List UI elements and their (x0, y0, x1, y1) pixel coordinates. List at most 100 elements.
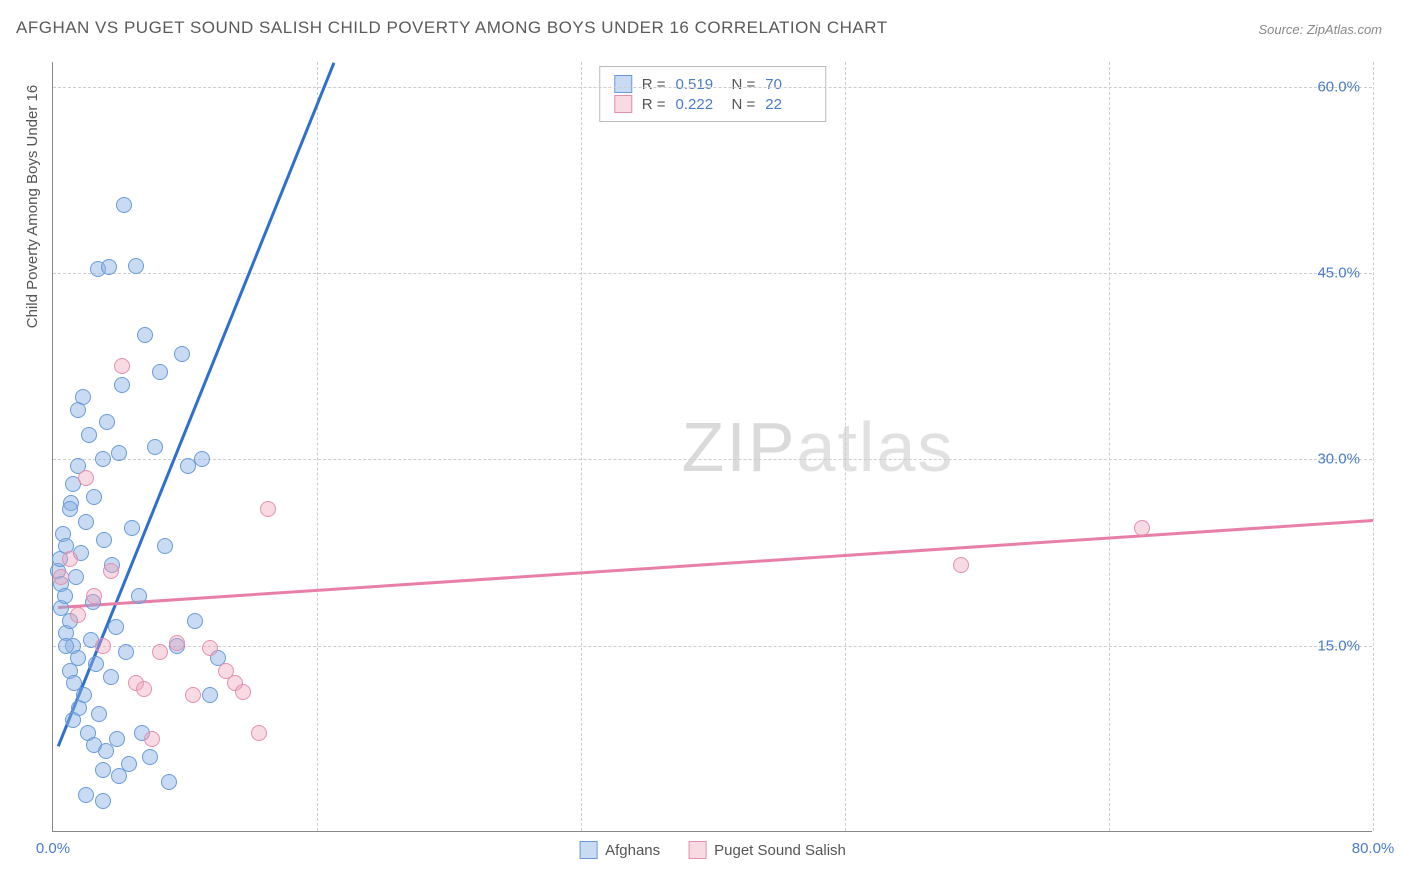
data-point (174, 346, 190, 362)
data-point (128, 258, 144, 274)
data-point (124, 520, 140, 536)
legend-r-label: R = (642, 76, 666, 93)
data-point (62, 501, 78, 517)
swatch-icon (688, 841, 706, 859)
plot-area: ZIPatlas R = 0.519 N = 70 R = 0.222 N = … (52, 62, 1372, 832)
y-axis-label: Child Poverty Among Boys Under 16 (24, 85, 41, 328)
legend-r-value: 0.222 (676, 96, 722, 113)
legend-stats-box: R = 0.519 N = 70 R = 0.222 N = 22 (599, 66, 827, 122)
gridline-v (1109, 62, 1110, 831)
data-point (202, 640, 218, 656)
data-point (116, 197, 132, 213)
data-point (70, 650, 86, 666)
data-point (103, 563, 119, 579)
legend-series-label: Puget Sound Salish (714, 842, 846, 859)
legend-series-label: Afghans (605, 842, 660, 859)
gridline-v (845, 62, 846, 831)
legend-stats-row: R = 0.222 N = 22 (614, 95, 812, 113)
gridline-v (317, 62, 318, 831)
data-point (81, 427, 97, 443)
data-point (86, 737, 102, 753)
data-point (136, 681, 152, 697)
gridline-h (53, 273, 1372, 274)
legend-r-value: 0.519 (676, 76, 722, 93)
data-point (78, 787, 94, 803)
chart-title: AFGHAN VS PUGET SOUND SALISH CHILD POVER… (16, 18, 888, 38)
data-point (95, 793, 111, 809)
series-legend: Afghans Puget Sound Salish (579, 841, 846, 859)
data-point (76, 687, 92, 703)
data-point (62, 551, 78, 567)
data-point (1134, 520, 1150, 536)
data-point (144, 731, 160, 747)
data-point (251, 725, 267, 741)
y-tick-label: 60.0% (1317, 78, 1360, 95)
data-point (95, 638, 111, 654)
data-point (111, 445, 127, 461)
data-point (147, 439, 163, 455)
trend-line (58, 519, 1373, 608)
data-point (137, 327, 153, 343)
data-point (109, 731, 125, 747)
data-point (187, 613, 203, 629)
gridline-h (53, 459, 1372, 460)
data-point (157, 538, 173, 554)
x-tick-label: 0.0% (36, 840, 70, 857)
data-point (70, 607, 86, 623)
data-point (235, 684, 251, 700)
data-point (68, 569, 84, 585)
legend-n-value: 22 (765, 96, 811, 113)
legend-stats-row: R = 0.519 N = 70 (614, 75, 812, 93)
data-point (169, 635, 185, 651)
data-point (65, 712, 81, 728)
data-point (114, 377, 130, 393)
data-point (78, 470, 94, 486)
legend-item: Puget Sound Salish (688, 841, 846, 859)
gridline-h (53, 646, 1372, 647)
legend-n-label: N = (732, 76, 756, 93)
data-point (131, 588, 147, 604)
gridline-h (53, 87, 1372, 88)
data-point (57, 588, 73, 604)
y-tick-label: 45.0% (1317, 265, 1360, 282)
data-point (70, 402, 86, 418)
data-point (114, 358, 130, 374)
data-point (99, 414, 115, 430)
data-point (95, 762, 111, 778)
data-point (86, 489, 102, 505)
data-point (152, 644, 168, 660)
data-point (953, 557, 969, 573)
y-tick-label: 30.0% (1317, 451, 1360, 468)
x-tick-label: 80.0% (1352, 840, 1395, 857)
data-point (101, 259, 117, 275)
data-point (118, 644, 134, 660)
gridline-v (1373, 62, 1374, 831)
y-tick-label: 15.0% (1317, 637, 1360, 654)
data-point (96, 532, 112, 548)
data-point (103, 669, 119, 685)
watermark: ZIPatlas (682, 407, 955, 487)
data-point (53, 569, 69, 585)
data-point (108, 619, 124, 635)
data-point (161, 774, 177, 790)
data-point (185, 687, 201, 703)
data-point (194, 451, 210, 467)
data-point (91, 706, 107, 722)
data-point (152, 364, 168, 380)
data-point (111, 768, 127, 784)
legend-item: Afghans (579, 841, 660, 859)
legend-n-value: 70 (765, 76, 811, 93)
data-point (142, 749, 158, 765)
legend-n-label: N = (732, 96, 756, 113)
data-point (86, 588, 102, 604)
gridline-v (581, 62, 582, 831)
swatch-icon (614, 95, 632, 113)
data-point (202, 687, 218, 703)
data-point (58, 638, 74, 654)
source-credit: Source: ZipAtlas.com (1258, 22, 1382, 37)
swatch-icon (614, 75, 632, 93)
data-point (78, 514, 94, 530)
data-point (88, 656, 104, 672)
data-point (95, 451, 111, 467)
data-point (260, 501, 276, 517)
